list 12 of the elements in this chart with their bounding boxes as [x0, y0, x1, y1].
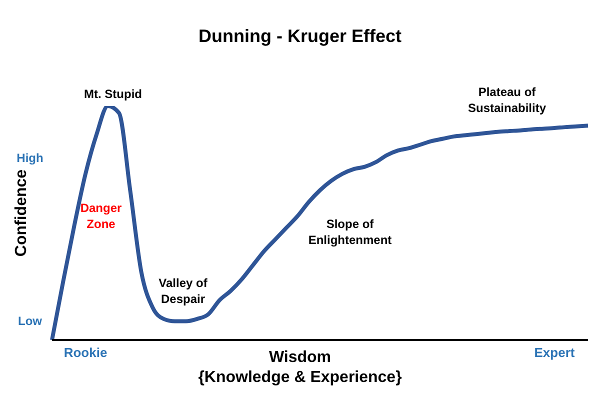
x-tick-label: Expert — [534, 345, 576, 360]
x-axis-title: Wisdom {Knowledge & Experience} — [198, 349, 402, 386]
y-axis-title: Confidence — [13, 169, 31, 257]
annotation: Valley of Despair — [158, 275, 208, 307]
chart-title: Dunning - Kruger Effect — [198, 26, 402, 47]
x-tick-label: Rookie — [64, 345, 108, 360]
annotation: Danger Zone — [79, 200, 123, 232]
text: High — [16, 150, 44, 166]
text: Low — [17, 313, 43, 329]
annotation: Plateau of Sustainability — [466, 84, 548, 116]
text: Mt. Stupid — [83, 86, 143, 102]
annotation: Slope of Enlightenment — [307, 216, 393, 248]
